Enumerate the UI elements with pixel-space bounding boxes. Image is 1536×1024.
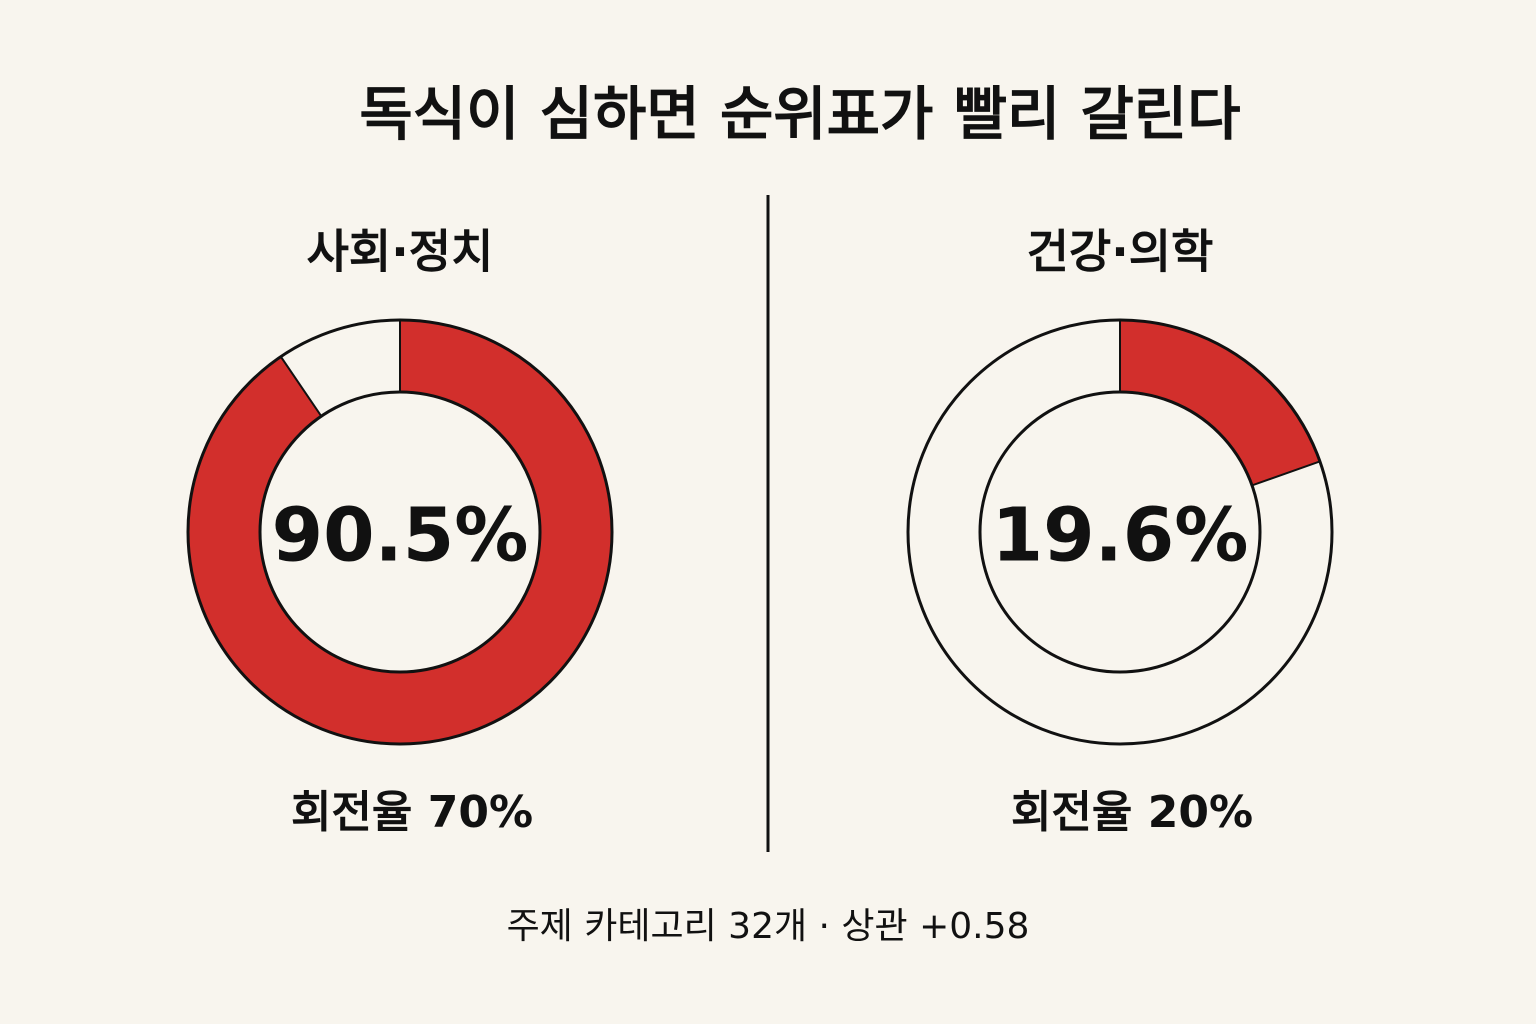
donut-outer-ring xyxy=(906,318,1334,746)
value-label: 19.6% xyxy=(992,493,1249,579)
donut-inner-ring xyxy=(258,390,542,674)
donut-title: 건강·의학 xyxy=(1027,225,1214,279)
page-title: 독식이 심하면 순위표가 빨리 갈린다 xyxy=(359,80,1240,148)
donut-outer-ring xyxy=(186,318,614,746)
annotation: 회전율 70% xyxy=(291,787,533,838)
donut-title: 사회·정치 xyxy=(307,225,494,279)
annotation: 회전율 20% xyxy=(1011,787,1253,838)
value-label: 90.5% xyxy=(272,493,529,579)
donut-inner-ring xyxy=(978,390,1262,674)
footnote: 주제 카테고리 32개 · 상관 +0.58 xyxy=(507,906,1030,947)
